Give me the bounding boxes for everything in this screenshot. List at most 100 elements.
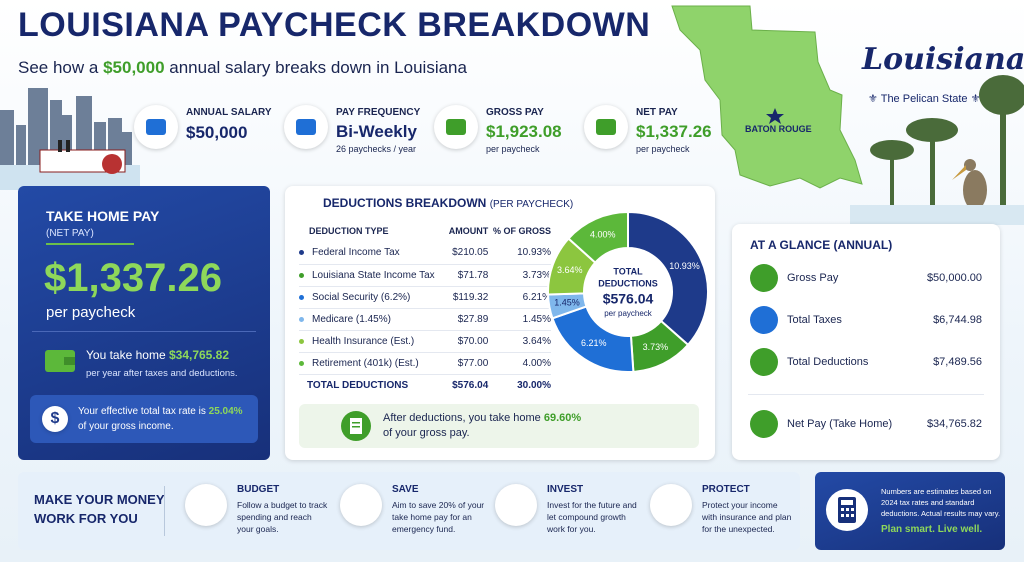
stat-card: GROSS PAY $1,923.08 per paycheck [432,103,582,159]
disclaimer-line: 2024 tax rates and standard [881,498,975,507]
deduction-name: Health Insurance (Est.) [312,335,415,347]
stat-note: per paycheck [486,144,540,154]
column-header: % OF GROSS [492,226,551,236]
bullet [299,316,304,322]
note-text: After deductions, you take home 69.60% of… [383,411,581,441]
deduction-name: Federal Income Tax [312,247,400,259]
yearly-text: You take home [86,348,166,362]
deduction-amount: $70.00 [457,335,489,347]
glance-value: $34,765.82 [926,418,982,430]
deduction-row: Social Security (6.2%) $119.32 6.21% [299,286,551,308]
steamboat [39,140,126,174]
column-header: DEDUCTION TYPE [309,226,389,236]
segment-label: 1.45% [554,298,580,308]
wallet-icon [45,350,75,372]
stat-card: PAY FREQUENCY Bi-Weekly 26 paychecks / yea… [282,103,432,159]
deduction-pct: 1.45% [522,313,551,325]
segment-label: 4.00% [590,230,616,240]
deduction-amount: $119.32 [452,291,489,303]
deduction-row: Medicare (1.45%) $27.89 1.45% [299,308,551,330]
note-pct: 69.60% [543,412,582,424]
title-main: DEDUCTIONS BREAKDOWN [323,196,487,210]
tip-title: PROTECT [702,484,750,495]
stat-icon [134,105,178,149]
donut-center-text: per paycheck [604,309,653,318]
deduction-pct: 3.64% [522,335,551,347]
disclaimer-box: Numbers are estimates based on 2024 tax r… [815,472,1005,550]
segment-label: 6.21% [581,338,607,348]
icon-glyph [296,119,316,135]
icon-shape [446,119,466,135]
total-row: TOTAL DEDUCTIONS $576.04 30.00% [299,374,551,396]
state-motto: The Pelican State [880,93,968,105]
glance-label: Gross Pay [787,272,839,284]
deduction-row: Federal Income Tax $210.05 10.93% [299,242,551,264]
divider [748,394,984,395]
stat-value: Bi-Weekly [336,122,417,141]
tip: SAVE Aim to save 20% of your take home pay… [340,482,495,542]
deductions-table: DEDUCTION TYPE AMOUNT% OF GROSS Federal In… [299,220,551,396]
tip-text: take home pay for an [392,512,472,522]
deduction-name: Louisiana State Income Tax [312,269,435,281]
note-post: of your gross pay. [383,427,470,439]
tip-icon [650,484,692,526]
icon-shape [296,119,316,135]
stat-icon [284,105,328,149]
tip-text: with insurance and plan [702,512,792,522]
deduction-cell: Social Security (6.2%) [299,286,446,308]
tip-text: your goals. [237,524,279,534]
tip-text: spending and reach [237,512,312,522]
tip-title: SAVE [392,484,419,495]
tip-text: for the unexpected. [702,524,775,534]
glance-title: AT A GLANCE (ANNUAL) [750,238,893,252]
deduction-cell: Medicare (1.45%) [299,308,446,330]
total-cell: 30.00% [517,379,551,391]
stat-note: per paycheck [636,144,690,154]
donut-center-text: $576.04 [603,291,654,307]
tips-bar: MAKE YOUR MONEY WORK FOR YOU BUDGET Follow… [18,472,800,550]
subtitle-text: See how a [18,58,99,77]
table-body: DEDUCTION TYPE AMOUNT% OF GROSS Federal In… [299,220,551,396]
icon-glyph [596,119,616,135]
state-name: Louisiana [862,42,1024,77]
rate-text: Your effective total tax rate is 25.04% o… [78,404,243,434]
deduction-amount: $210.05 [452,247,489,259]
panel-title: TAKE HOME PAY [46,208,160,224]
icon-shape [596,119,616,135]
tip-icon [495,484,537,526]
slogan: Plan smart. Live well. [881,524,983,535]
deductions-title: DEDUCTIONS BREAKDOWN (PER PAYCHECK) [323,196,573,210]
tip-text: emergency fund. [392,524,456,534]
icon-glyph [446,119,466,135]
bullet [299,250,304,256]
take-home-amount: $1,337.26 [44,256,222,300]
yearly-amount: $34,765.82 [168,348,230,362]
yearly-note: per year after taxes and deductions. [86,368,238,379]
state-map [671,5,863,189]
deduction-cell: Louisiana State Income Tax [299,264,446,286]
tip-title: BUDGET [237,484,280,495]
deductions-panel: DEDUCTIONS BREAKDOWN (PER PAYCHECK) DEDU… [285,186,715,460]
subtitle-amount: $50,000 [103,58,165,77]
panel-subtitle: (NET PAY) [46,228,134,245]
deduction-name: Medicare (1.45%) [312,313,391,325]
segment-label: 3.73% [643,342,669,352]
disclaimer-line: Numbers are estimates based on [881,487,992,496]
deduction-row: Retirement (401k) (Est.) $77.00 4.00% [299,352,551,374]
deduction-cell: Retirement (401k) (Est.) [299,352,446,374]
column-header: AMOUNT [448,226,489,236]
tip-text: Invest for the future and [547,500,637,510]
icon-glyph [146,119,166,135]
glance-label: Net Pay (Take Home) [787,418,893,430]
stat-icon [584,105,628,149]
tip-text: Protect your income [702,500,778,510]
tip: BUDGET Follow a budget to track spending a… [185,482,340,542]
glance-panel: AT A GLANCE (ANNUAL) Gross Pay $50,000.00… [732,224,1000,460]
deduction-row: Health Insurance (Est.) $70.00 3.64% [299,330,551,352]
stat-card: NET PAY $1,337.26 per paycheck [582,103,732,159]
tips-title: MAKE YOUR MONEY WORK FOR YOU [34,490,165,528]
bullet [299,272,304,278]
glance-icon [750,348,778,376]
title-note: (PER PAYCHECK) [489,199,574,210]
